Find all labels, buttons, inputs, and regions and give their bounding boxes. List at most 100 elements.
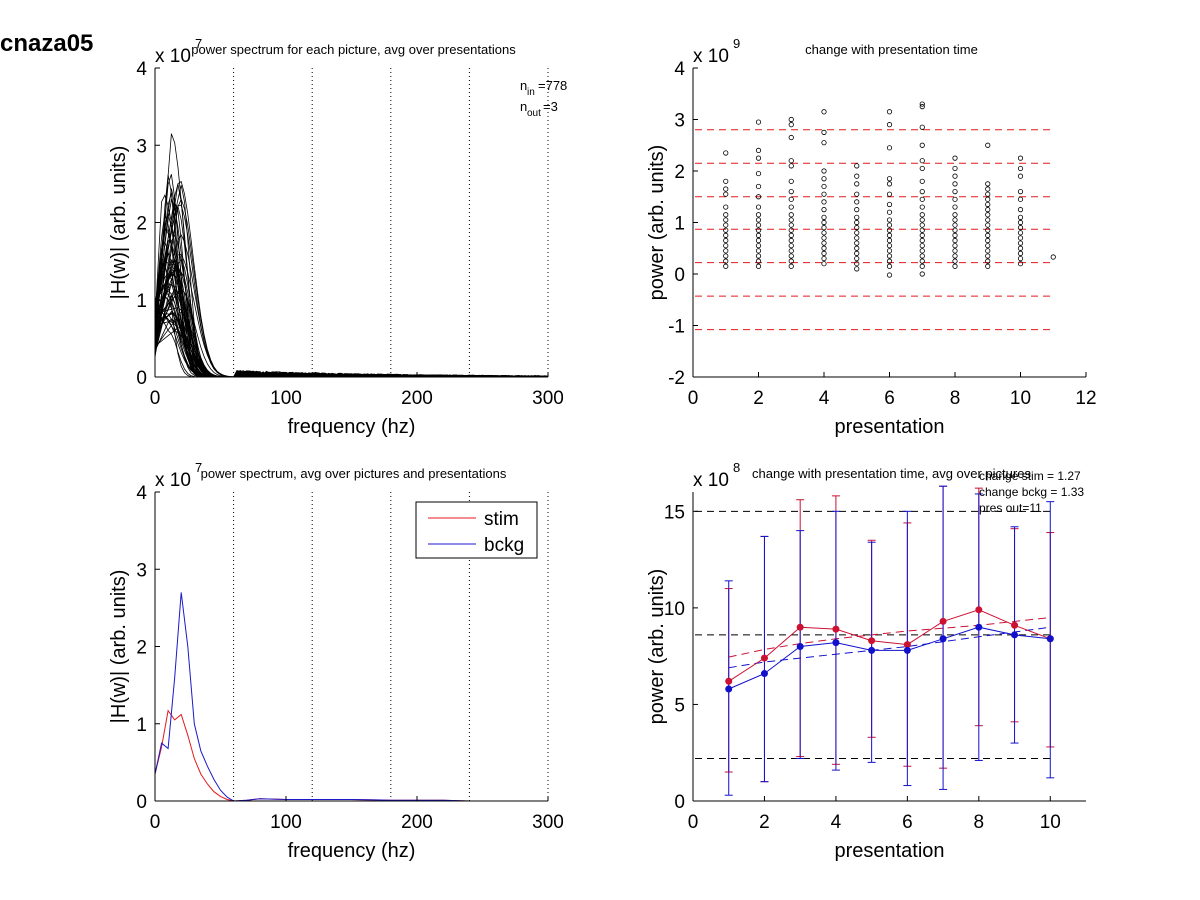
- p2-point: [788, 204, 794, 210]
- p2-point: [788, 217, 794, 223]
- p1-y-tick-label: 2: [136, 214, 147, 235]
- p2-point: [952, 243, 958, 249]
- p4-point-stim: [832, 625, 840, 633]
- p4-y-tick-label: 10: [664, 599, 685, 620]
- p2-point: [886, 232, 893, 238]
- p2-point: [886, 145, 893, 151]
- p2-point: [919, 212, 925, 218]
- p2-point: [985, 263, 991, 269]
- p2-point: [854, 255, 860, 262]
- p1-spectrum-line: [154, 229, 549, 378]
- p2-point: [854, 250, 860, 256]
- p4-point-bckg: [903, 646, 911, 654]
- p4-point-bckg: [1011, 631, 1019, 639]
- p2-x-tick-label: 2: [753, 388, 764, 409]
- p3-y-tick-label: 1: [136, 715, 147, 736]
- p4-annotation: pres out=11: [979, 501, 1042, 515]
- p3-y-label: |H(w)| (arb. units): [108, 570, 130, 724]
- p4-point-bckg: [796, 643, 804, 650]
- p3-x-tick-label: 0: [150, 812, 161, 833]
- p3-exponent-base: x 10: [155, 470, 191, 491]
- p1-spectrum-line: [154, 302, 549, 378]
- p1-spectrum-line: [154, 233, 549, 378]
- p2-point: [919, 271, 925, 277]
- p2-point: [1017, 255, 1024, 262]
- p2-point: [886, 181, 893, 187]
- p2-point: [788, 212, 794, 218]
- p1-spectrum-line: [154, 185, 549, 378]
- p2-point: [755, 243, 762, 249]
- p2-point: [788, 163, 794, 169]
- p4-fit-stim: [728, 617, 1051, 658]
- p1-spectrum-line: [154, 259, 548, 378]
- p2-exponent-power: 9: [733, 36, 740, 51]
- p1-spectrum-line: [154, 251, 548, 378]
- p4-exponent-power: 8: [733, 460, 740, 475]
- p2-point: [886, 272, 893, 278]
- p2-point: [919, 222, 925, 228]
- p2-point: [723, 237, 729, 244]
- p1-spectrum-line: [154, 240, 548, 378]
- p2-point: [985, 191, 991, 197]
- p2-point: [952, 222, 958, 228]
- p2-point: [723, 263, 729, 269]
- p4-x-tick-label: 8: [974, 812, 985, 833]
- p2-point: [821, 191, 827, 197]
- p2-point: [985, 207, 991, 213]
- p2-point: [821, 109, 827, 115]
- p2-point: [821, 255, 827, 262]
- p2-point: [821, 240, 827, 246]
- p2-point: [854, 199, 860, 205]
- p4-series-stim: [728, 609, 1051, 682]
- p2-point: [952, 212, 958, 218]
- p3-x-label: frequency (hz): [288, 840, 416, 862]
- p2-x-tick-label: 0: [688, 388, 699, 409]
- p3-legend-box: [415, 501, 538, 559]
- p1-spectrum-line: [154, 197, 548, 378]
- p2-point: [886, 109, 893, 115]
- p2-point: [788, 222, 794, 228]
- p1-spectrum-line: [154, 239, 549, 378]
- p2-point: [1017, 214, 1024, 220]
- p2-point: [919, 258, 925, 264]
- p1-exponent-power: 7: [195, 36, 202, 51]
- p2-point: [788, 178, 794, 184]
- p2-point: [952, 232, 958, 238]
- p3-legend-label-stim: stim: [484, 509, 519, 530]
- p3-y-tick-label: 3: [136, 560, 147, 581]
- p2-point: [755, 155, 762, 161]
- p4-point-stim: [796, 623, 804, 631]
- p2-point: [952, 173, 958, 179]
- p4-point-bckg: [725, 685, 733, 693]
- p1-spectrum-line: [154, 289, 549, 378]
- p1-x-tick-label: 100: [270, 388, 302, 409]
- p1-spectrum-line: [154, 291, 549, 378]
- p2-point: [985, 253, 991, 259]
- p1-title: power spectrum for each picture, avg ove…: [191, 42, 516, 57]
- p2-point: [952, 227, 958, 233]
- p2-point: [919, 237, 925, 244]
- p2-point: [1050, 254, 1056, 260]
- p2-point: [854, 235, 860, 241]
- p2-point: [755, 147, 762, 153]
- p3-title: power spectrum, avg over pictures and pr…: [201, 466, 507, 481]
- p2-point: [788, 253, 794, 259]
- p2-point: [919, 124, 925, 130]
- p1-y-label: |H(w)| (arb. units): [108, 146, 130, 300]
- p4-y-tick-label: 0: [674, 792, 685, 813]
- p1-spectrum-line: [154, 188, 548, 378]
- p2-point: [886, 209, 893, 215]
- p1-spectrum-line: [154, 265, 549, 378]
- p4-point-stim: [868, 637, 876, 645]
- p2-point: [1017, 245, 1024, 251]
- p2-point: [919, 253, 925, 259]
- p2-point: [821, 183, 827, 190]
- p2-y-tick-label: 3: [674, 111, 685, 132]
- p2-point: [854, 261, 860, 267]
- p2-point: [985, 181, 991, 187]
- p1-spectrum-line: [154, 213, 549, 378]
- p2-point: [788, 189, 794, 195]
- p2-point: [821, 140, 827, 146]
- p1-n-out-sub: out: [527, 108, 541, 119]
- p2-x-tick-label: 8: [950, 388, 961, 409]
